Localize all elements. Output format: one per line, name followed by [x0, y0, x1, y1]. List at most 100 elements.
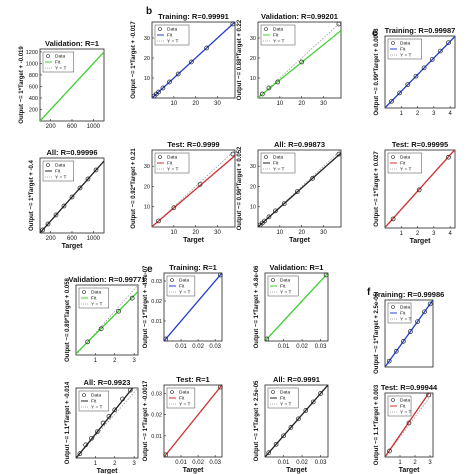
legend-entry: Fit — [179, 396, 185, 402]
data-point — [288, 425, 294, 430]
chart-d-all: All: R=0.9923 Output ~= 1.1*Target + -0.0… — [65, 378, 139, 474]
x-axis-label: Target — [183, 467, 205, 474]
legend-entry: Fit — [91, 296, 97, 302]
legend-entry: Data — [179, 278, 189, 284]
x-tick-label: 30 — [320, 101, 327, 107]
x-tick-label: 0.03 — [315, 344, 327, 350]
data-point — [422, 309, 427, 315]
y-tick-label: 30 — [250, 36, 256, 42]
legend-entry: Fit — [400, 161, 406, 167]
data-point — [129, 295, 135, 301]
data-point — [93, 167, 99, 173]
data-point — [415, 319, 420, 325]
legend-entry: Fit — [273, 33, 279, 39]
data-point — [336, 151, 342, 157]
chart-title: Training: R=0.99986 — [374, 290, 445, 299]
x-axis-label: Target — [289, 237, 311, 244]
data-point — [167, 79, 172, 85]
x-tick-label: 2 — [413, 460, 417, 466]
legend-entry: Fit — [167, 161, 173, 167]
data-point — [429, 57, 435, 62]
data-point — [230, 151, 236, 157]
y-tick-label: 20 — [144, 184, 150, 190]
data-point — [120, 396, 125, 402]
data-point — [336, 21, 342, 27]
data-point — [421, 65, 427, 71]
chart-title: Test: R=0.99995 — [392, 140, 448, 149]
y-axis-label: Output ~= 1*Target + -4.6e-07 — [143, 265, 149, 348]
y-axis-label: Output ~= 1*Target + -0.017 — [131, 21, 137, 99]
y-axis-label: Output ~= 0.96*Target + 0.052 — [237, 146, 243, 230]
data-point — [188, 59, 194, 65]
legend-entry: Data — [55, 54, 65, 60]
legend-entry: Y = T — [91, 302, 102, 308]
data-point — [163, 452, 169, 458]
x-tick-label: 20 — [298, 230, 305, 236]
data-point — [294, 189, 300, 194]
panel-letter-c: c — [372, 28, 378, 39]
x-tick-label: 2 — [113, 358, 117, 364]
y-tick-label: 10 — [250, 76, 256, 82]
y-axis-label: Output ~= 1*Target + 2.5e-05 — [374, 292, 380, 373]
y-tick-label: 30 — [144, 36, 150, 42]
panel-letter-e: e — [147, 264, 153, 275]
x-tick-label: 1 — [400, 231, 404, 237]
legend-entry: Data — [167, 155, 177, 161]
fit-line — [40, 51, 104, 121]
x-tick-label: 30 — [214, 230, 221, 236]
chart-title: Test: R=1 — [176, 375, 209, 384]
x-tick-label: 2 — [113, 461, 117, 467]
y-tick-label: 200 — [29, 107, 38, 113]
y-axis-label: Output ~= 1*Target + -0.019 — [19, 46, 25, 124]
x-axis-label: Target — [410, 238, 432, 245]
x-tick-label: 1000 — [87, 124, 101, 130]
fit-line — [265, 385, 328, 457]
fit-line — [152, 155, 235, 227]
chart-title: All: R=0.9991 — [273, 375, 320, 384]
y-tick-label: 30 — [144, 164, 150, 170]
x-axis-label: Target — [62, 243, 84, 250]
fit-line — [385, 393, 430, 457]
chart-e-train: Training: R=1 Output ~= 1*Target + -4.6e-… — [143, 263, 223, 350]
y-axis-label: Output ~= 0.89*Target + 0.058 — [65, 277, 71, 361]
y-tick-label: 10 — [250, 205, 256, 211]
data-point — [83, 442, 89, 448]
data-point — [390, 216, 396, 222]
legend-entry: Data — [280, 278, 290, 284]
fit-line — [258, 30, 341, 98]
data-point — [262, 218, 267, 224]
data-point — [61, 203, 67, 209]
data-point — [171, 205, 177, 211]
x-tick-label: 10 — [276, 230, 283, 236]
chart-b-all: All: R=0.99873 Output ~= 0.96*Target + 0.… — [237, 140, 342, 244]
x-tick-label: 4 — [448, 231, 452, 237]
x-tick-label: 2 — [416, 111, 420, 117]
legend-entry: Y = T — [273, 39, 284, 45]
panel-letter-f: f — [367, 287, 371, 298]
y-tick-label: 0.02 — [151, 413, 162, 419]
identity-line — [258, 22, 341, 98]
legend-entry: Y = T — [400, 410, 411, 416]
legend-entry: Fit — [273, 161, 279, 167]
x-tick-label: 0.03 — [209, 344, 221, 350]
data-point — [53, 212, 59, 218]
chart-b-val: Validation: R=0.99201 Output ~= 0.88*Targ… — [237, 12, 342, 107]
legend-entry: Fit — [91, 399, 97, 405]
legend-entry: Data — [167, 27, 177, 33]
data-point — [266, 85, 272, 91]
data-point — [98, 326, 104, 332]
data-point — [281, 201, 287, 207]
y-tick-label: 1000 — [26, 61, 38, 67]
fit-line — [152, 22, 235, 98]
x-tick-label: 0.03 — [315, 460, 327, 466]
